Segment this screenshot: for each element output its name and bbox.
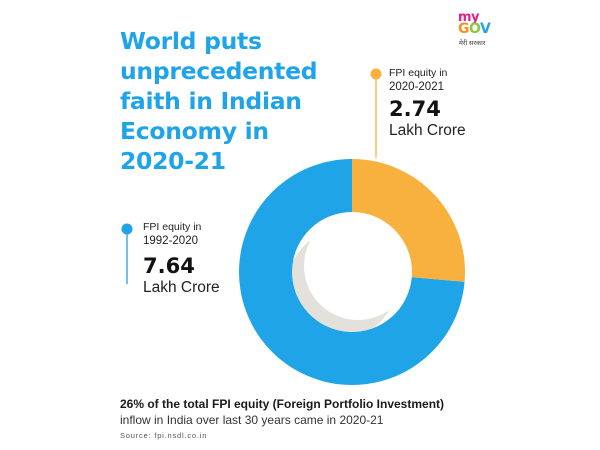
annotation-2020-2021: FPI equity in 2020-2021 2.74 Lakh Crore <box>389 66 466 140</box>
donut-hole-highlight <box>304 212 412 320</box>
title-line: unprecedented <box>120 57 318 85</box>
source-note: Source: fpi.nsdl.co.in <box>120 431 208 440</box>
footer-headline: 26% of the total FPI equity (Foreign Por… <box>120 397 445 411</box>
title-line: faith in Indian <box>120 87 302 115</box>
donut-slice-1992-2020 <box>239 159 465 385</box>
annotation-unit: Lakh Crore <box>389 122 466 139</box>
logo-letter: V <box>480 21 491 37</box>
title-line: Economy in <box>120 117 269 145</box>
annotation-label: FPI equity in <box>389 67 448 79</box>
annotation-period: 2020-2021 <box>389 81 444 93</box>
marker-dot-1992-2020 <box>121 223 133 235</box>
annotation-value: 2.74 <box>389 97 441 121</box>
logo-letter: G <box>458 21 470 37</box>
annotation-label: FPI equity in <box>143 221 202 233</box>
title-line: World puts <box>120 27 262 55</box>
footer-text: inflow in India over last 30 years came … <box>120 413 384 427</box>
logo-tagline: मेरी सरकार <box>459 40 486 47</box>
annotation-1992-2020: FPI equity in 1992-2020 7.64 Lakh Crore <box>143 220 220 297</box>
annotation-value: 7.64 <box>143 254 195 278</box>
annotation-period: 1992-2020 <box>143 235 198 247</box>
logo-my-text: my <box>458 10 480 25</box>
logo-gov-text: GOV <box>458 21 491 37</box>
donut-slice-2020-2021 <box>352 159 466 282</box>
marker-dot-2020-2021 <box>370 68 382 80</box>
annotation-unit: Lakh Crore <box>143 279 220 296</box>
logo-letter: O <box>469 21 481 37</box>
title-line: 2020-21 <box>120 147 226 175</box>
mygov-logo: my GOV मेरी सरकार <box>452 10 512 52</box>
page-title: World puts unprecedented faith in Indian… <box>120 26 350 176</box>
